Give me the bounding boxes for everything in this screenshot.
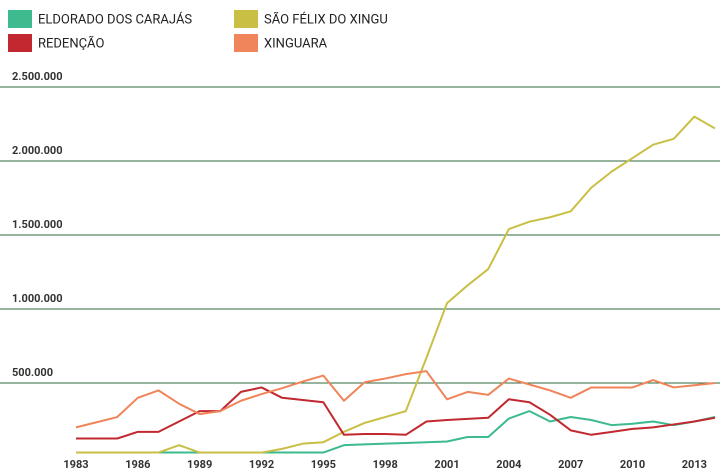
x-tick-label: 1992 bbox=[249, 458, 274, 471]
x-tick-label: 1986 bbox=[125, 458, 150, 471]
x-tick-label: 2001 bbox=[434, 458, 459, 471]
legend-swatch bbox=[234, 34, 258, 52]
x-tick-label: 1998 bbox=[373, 458, 398, 471]
x-tick-label: 1995 bbox=[311, 458, 336, 471]
x-tick-label: 1983 bbox=[63, 458, 88, 471]
y-tick-label: 1.500.000 bbox=[12, 218, 63, 231]
x-tick-label: 2004 bbox=[496, 458, 522, 471]
series-line bbox=[75, 370, 716, 429]
x-tick-label: 2013 bbox=[682, 458, 707, 471]
legend-label: REDENÇÃO bbox=[38, 34, 104, 51]
x-tick-label: 2010 bbox=[620, 458, 645, 471]
legend-swatch bbox=[8, 10, 32, 28]
legend-label: SÃO FÉLIX DO XINGU bbox=[264, 10, 388, 27]
legend-swatch bbox=[8, 34, 32, 52]
y-tick-label: 2.500.000 bbox=[12, 70, 63, 83]
legend-swatch bbox=[234, 10, 258, 28]
x-tick-label: 1989 bbox=[187, 458, 212, 471]
legend-label: ELDORADO DOS CARAJÁS bbox=[38, 11, 192, 27]
y-tick-label: 1.000.000 bbox=[12, 292, 63, 305]
series-line bbox=[76, 115, 716, 454]
legend-label: XINGUARA bbox=[264, 36, 328, 51]
y-tick-label: 500.000 bbox=[12, 366, 53, 379]
x-tick-label: 2007 bbox=[558, 458, 583, 471]
series-line bbox=[76, 386, 716, 440]
y-tick-label: 2.000.000 bbox=[12, 144, 63, 157]
series-line bbox=[76, 410, 716, 454]
